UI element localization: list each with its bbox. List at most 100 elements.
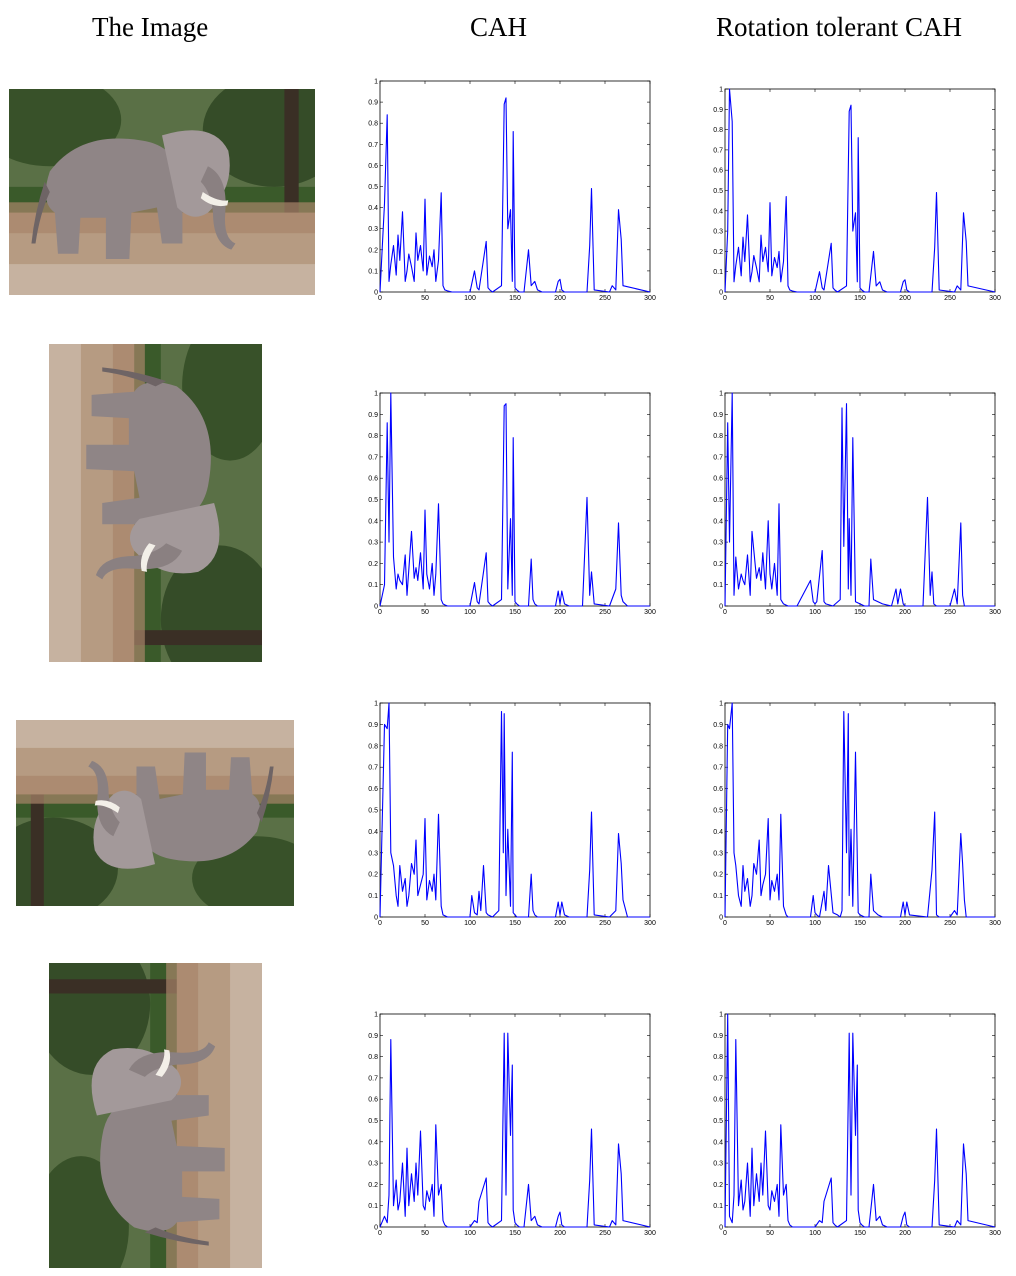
y-tick-label: 0.3 xyxy=(368,540,378,547)
y-tick-label: 0.1 xyxy=(713,269,723,276)
x-tick-label: 0 xyxy=(378,609,382,616)
x-tick-label: 0 xyxy=(378,920,382,927)
y-tick-label: 0.3 xyxy=(713,850,723,857)
y-tick-label: 0.4 xyxy=(713,829,723,836)
y-tick-label: 0.8 xyxy=(713,743,723,750)
y-tick-label: 0.4 xyxy=(713,208,723,215)
y-tick-label: 0.7 xyxy=(713,765,723,772)
y-tick-label: 0.6 xyxy=(713,476,723,483)
y-tick-label: 1 xyxy=(374,701,378,708)
y-tick-label: 0.6 xyxy=(713,786,723,793)
chart-row2-cah: 0 50 100 150 200 250 300 0 0.1 0.2 0.3 0.4 0.5 0.6 0.7… xyxy=(368,391,656,617)
x-tick-label: 100 xyxy=(464,609,476,616)
x-tick-label: 150 xyxy=(509,920,521,927)
plot-frame xyxy=(379,1013,651,1228)
x-tick-label: 300 xyxy=(644,1230,656,1237)
x-tick-label: 200 xyxy=(899,609,911,616)
y-tick-label: 0.7 xyxy=(368,142,378,149)
x-tick-label: 250 xyxy=(599,609,611,616)
y-tick-label: 0.4 xyxy=(368,518,378,525)
y-tick-label: 0.7 xyxy=(368,1075,378,1082)
y-tick-label: 0.6 xyxy=(368,476,378,483)
y-tick-label: 0.2 xyxy=(368,872,378,879)
x-tick-label: 200 xyxy=(899,920,911,927)
y-tick-label: 1 xyxy=(719,391,723,398)
x-tick-label: 100 xyxy=(809,609,821,616)
chart-row2-rotation-tolerant-cah: 0 50 100 150 200 250 300 0 0.1 0.2 0.3 0.4 0.5 0.6 0.7… xyxy=(713,391,1001,617)
y-tick-label: 1 xyxy=(374,391,378,398)
elephant-photo-rotated-180 xyxy=(16,720,294,906)
plot-frame xyxy=(379,702,651,918)
y-tick-label: 0.8 xyxy=(368,1054,378,1061)
y-tick-label: 0.2 xyxy=(713,249,723,256)
y-tick-label: 0.5 xyxy=(713,1118,723,1125)
y-tick-label: 0.7 xyxy=(713,1075,723,1082)
x-tick-label: 50 xyxy=(766,609,774,616)
y-tick-label: 0.9 xyxy=(713,412,723,419)
y-tick-label: 0.5 xyxy=(713,808,723,815)
y-tick-label: 0.1 xyxy=(368,582,378,589)
y-tick-label: 0.6 xyxy=(368,786,378,793)
chart-row4-rotation-tolerant-cah: 0 50 100 150 200 250 300 0 0.1 0.2 0.3 0.4 0.5 0.6 0.7… xyxy=(713,1012,1001,1238)
y-tick-label: 1 xyxy=(374,79,378,86)
x-tick-label: 200 xyxy=(554,609,566,616)
elephant-photo-rotated-90 xyxy=(49,344,262,662)
y-tick-label: 0.5 xyxy=(713,497,723,504)
x-tick-label: 100 xyxy=(464,1230,476,1237)
y-tick-label: 0 xyxy=(719,604,723,611)
y-tick-label: 0.3 xyxy=(368,226,378,233)
x-tick-label: 200 xyxy=(899,295,911,302)
y-tick-label: 0.9 xyxy=(713,1033,723,1040)
x-tick-label: 50 xyxy=(421,1230,429,1237)
histogram-series-line xyxy=(379,97,651,293)
x-tick-label: 50 xyxy=(421,295,429,302)
y-tick-label: 0.9 xyxy=(713,722,723,729)
y-tick-label: 0.5 xyxy=(713,188,723,195)
y-tick-label: 0.6 xyxy=(713,1097,723,1104)
x-tick-label: 150 xyxy=(509,609,521,616)
y-tick-label: 0.3 xyxy=(368,1161,378,1168)
y-tick-label: 0 xyxy=(374,915,378,922)
y-tick-label: 0.5 xyxy=(368,808,378,815)
y-tick-label: 0.3 xyxy=(713,229,723,236)
x-tick-label: 50 xyxy=(766,1230,774,1237)
y-tick-label: 0.5 xyxy=(368,497,378,504)
y-tick-label: 0.9 xyxy=(368,722,378,729)
x-tick-label: 0 xyxy=(378,1230,382,1237)
y-tick-label: 0.1 xyxy=(368,268,378,275)
y-tick-label: 0.1 xyxy=(713,582,723,589)
x-tick-label: 200 xyxy=(554,1230,566,1237)
chart-row1-rotation-tolerant-cah: 0 50 100 150 200 250 300 0 0.1 0.2 0.3 0.4 0.5 0.6 0.7… xyxy=(713,87,1001,303)
elephant-picture xyxy=(9,89,315,295)
x-tick-label: 300 xyxy=(644,920,656,927)
y-tick-label: 0 xyxy=(719,915,723,922)
y-tick-label: 1 xyxy=(719,87,723,94)
header-rotation-tolerant-cah: Rotation tolerant CAH xyxy=(716,12,962,42)
x-tick-label: 250 xyxy=(944,1230,956,1237)
x-tick-label: 300 xyxy=(644,295,656,302)
y-tick-label: 0.3 xyxy=(368,850,378,857)
y-tick-label: 0.4 xyxy=(713,1139,723,1146)
x-tick-label: 150 xyxy=(854,295,866,302)
histogram-series-line xyxy=(379,392,650,607)
y-tick-label: 0.2 xyxy=(368,1182,378,1189)
x-tick-label: 300 xyxy=(989,1230,1001,1237)
y-tick-label: 0 xyxy=(719,1225,723,1232)
plot-frame xyxy=(724,702,996,918)
y-tick-label: 0.4 xyxy=(713,518,723,525)
x-tick-label: 250 xyxy=(944,609,956,616)
x-tick-label: 50 xyxy=(766,920,774,927)
x-tick-label: 50 xyxy=(421,920,429,927)
y-tick-label: 0.4 xyxy=(368,1139,378,1146)
y-tick-label: 0.1 xyxy=(713,1203,723,1210)
y-tick-label: 1 xyxy=(374,1012,378,1019)
y-tick-label: 0.1 xyxy=(368,893,378,900)
y-tick-label: 0.8 xyxy=(368,743,378,750)
chart-row3-rotation-tolerant-cah: 0 50 100 150 200 250 300 0 0.1 0.2 0.3 0.4 0.5 0.6 0.7… xyxy=(713,701,1001,928)
x-tick-label: 250 xyxy=(599,1230,611,1237)
x-tick-label: 0 xyxy=(723,609,727,616)
x-tick-label: 0 xyxy=(378,295,382,302)
histogram-series-line xyxy=(724,392,995,607)
histogram-series-line xyxy=(724,1013,996,1228)
chart-row4-cah: 0 50 100 150 200 250 300 0 0.1 0.2 0.3 0.4 0.5 0.6 0.7… xyxy=(368,1012,656,1238)
